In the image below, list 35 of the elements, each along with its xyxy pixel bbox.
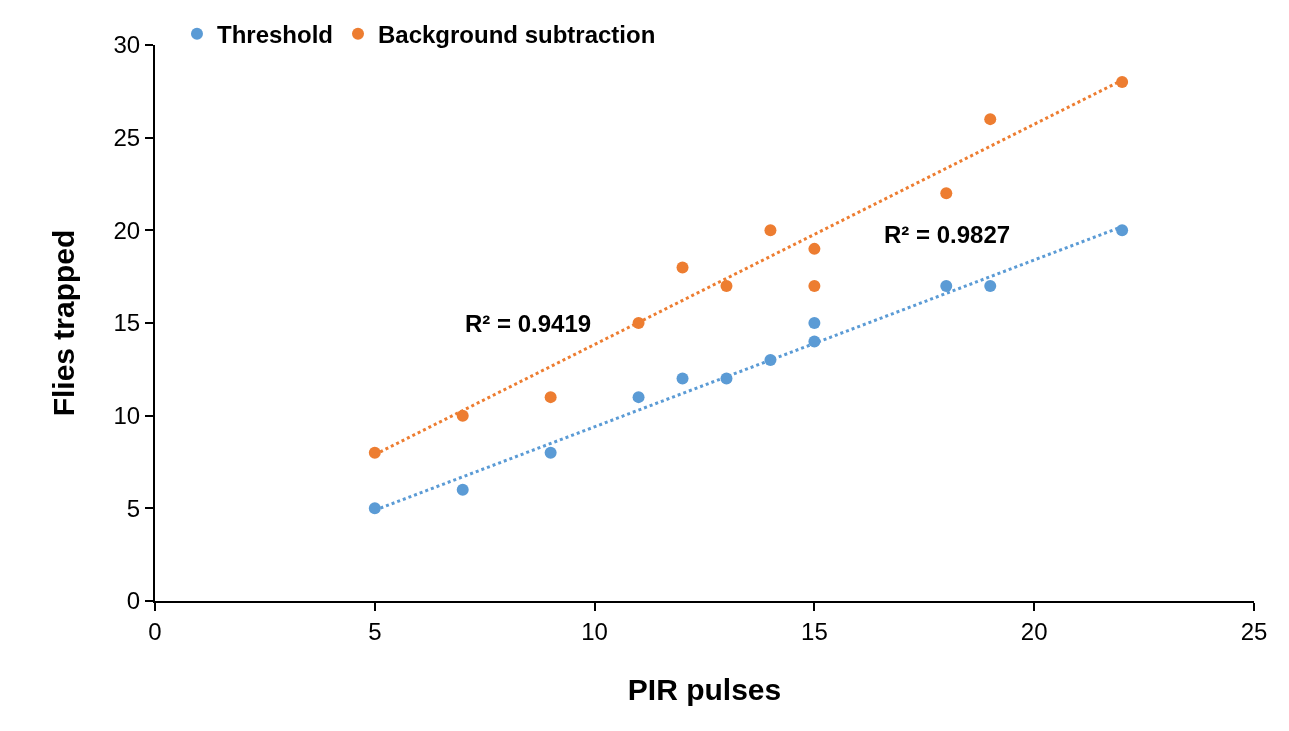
point [808, 242, 821, 255]
x-tick-label: 0 [148, 617, 162, 645]
x-tick-label: 20 [1020, 617, 1048, 645]
point [456, 483, 469, 496]
y-tick-label: 5 [126, 494, 141, 522]
y-tick-label: 0 [126, 587, 141, 615]
point [720, 279, 733, 292]
point [984, 113, 997, 126]
x-tick-label: 15 [801, 617, 828, 645]
point [676, 261, 689, 274]
y-axis-title: Flies trapped [47, 229, 80, 417]
point [940, 187, 953, 200]
point [940, 279, 953, 292]
legend-label: Background subtraction [378, 21, 656, 49]
x-axis-title: PIR pulses [627, 672, 782, 706]
point [764, 224, 777, 237]
point [808, 279, 821, 292]
annotation: R² = 0.9827 [884, 221, 1011, 248]
y-tick-label: 20 [113, 216, 141, 244]
x-tick-label: 5 [368, 617, 382, 645]
legend-label: Threshold [216, 21, 333, 49]
point [632, 391, 645, 404]
point [676, 372, 689, 385]
annotation: R² = 0.9419 [465, 310, 592, 337]
y-tick-label: 30 [113, 31, 141, 59]
y-tick-label: 10 [113, 402, 141, 430]
y-tick-label: 15 [113, 309, 141, 337]
y-tick-label: 25 [113, 124, 141, 152]
x-tick-label: 25 [1240, 617, 1268, 645]
point [984, 279, 997, 292]
point [544, 391, 557, 404]
point [1116, 76, 1129, 89]
point [544, 446, 557, 459]
point [808, 317, 821, 329]
x-tick-label: 10 [581, 617, 608, 645]
